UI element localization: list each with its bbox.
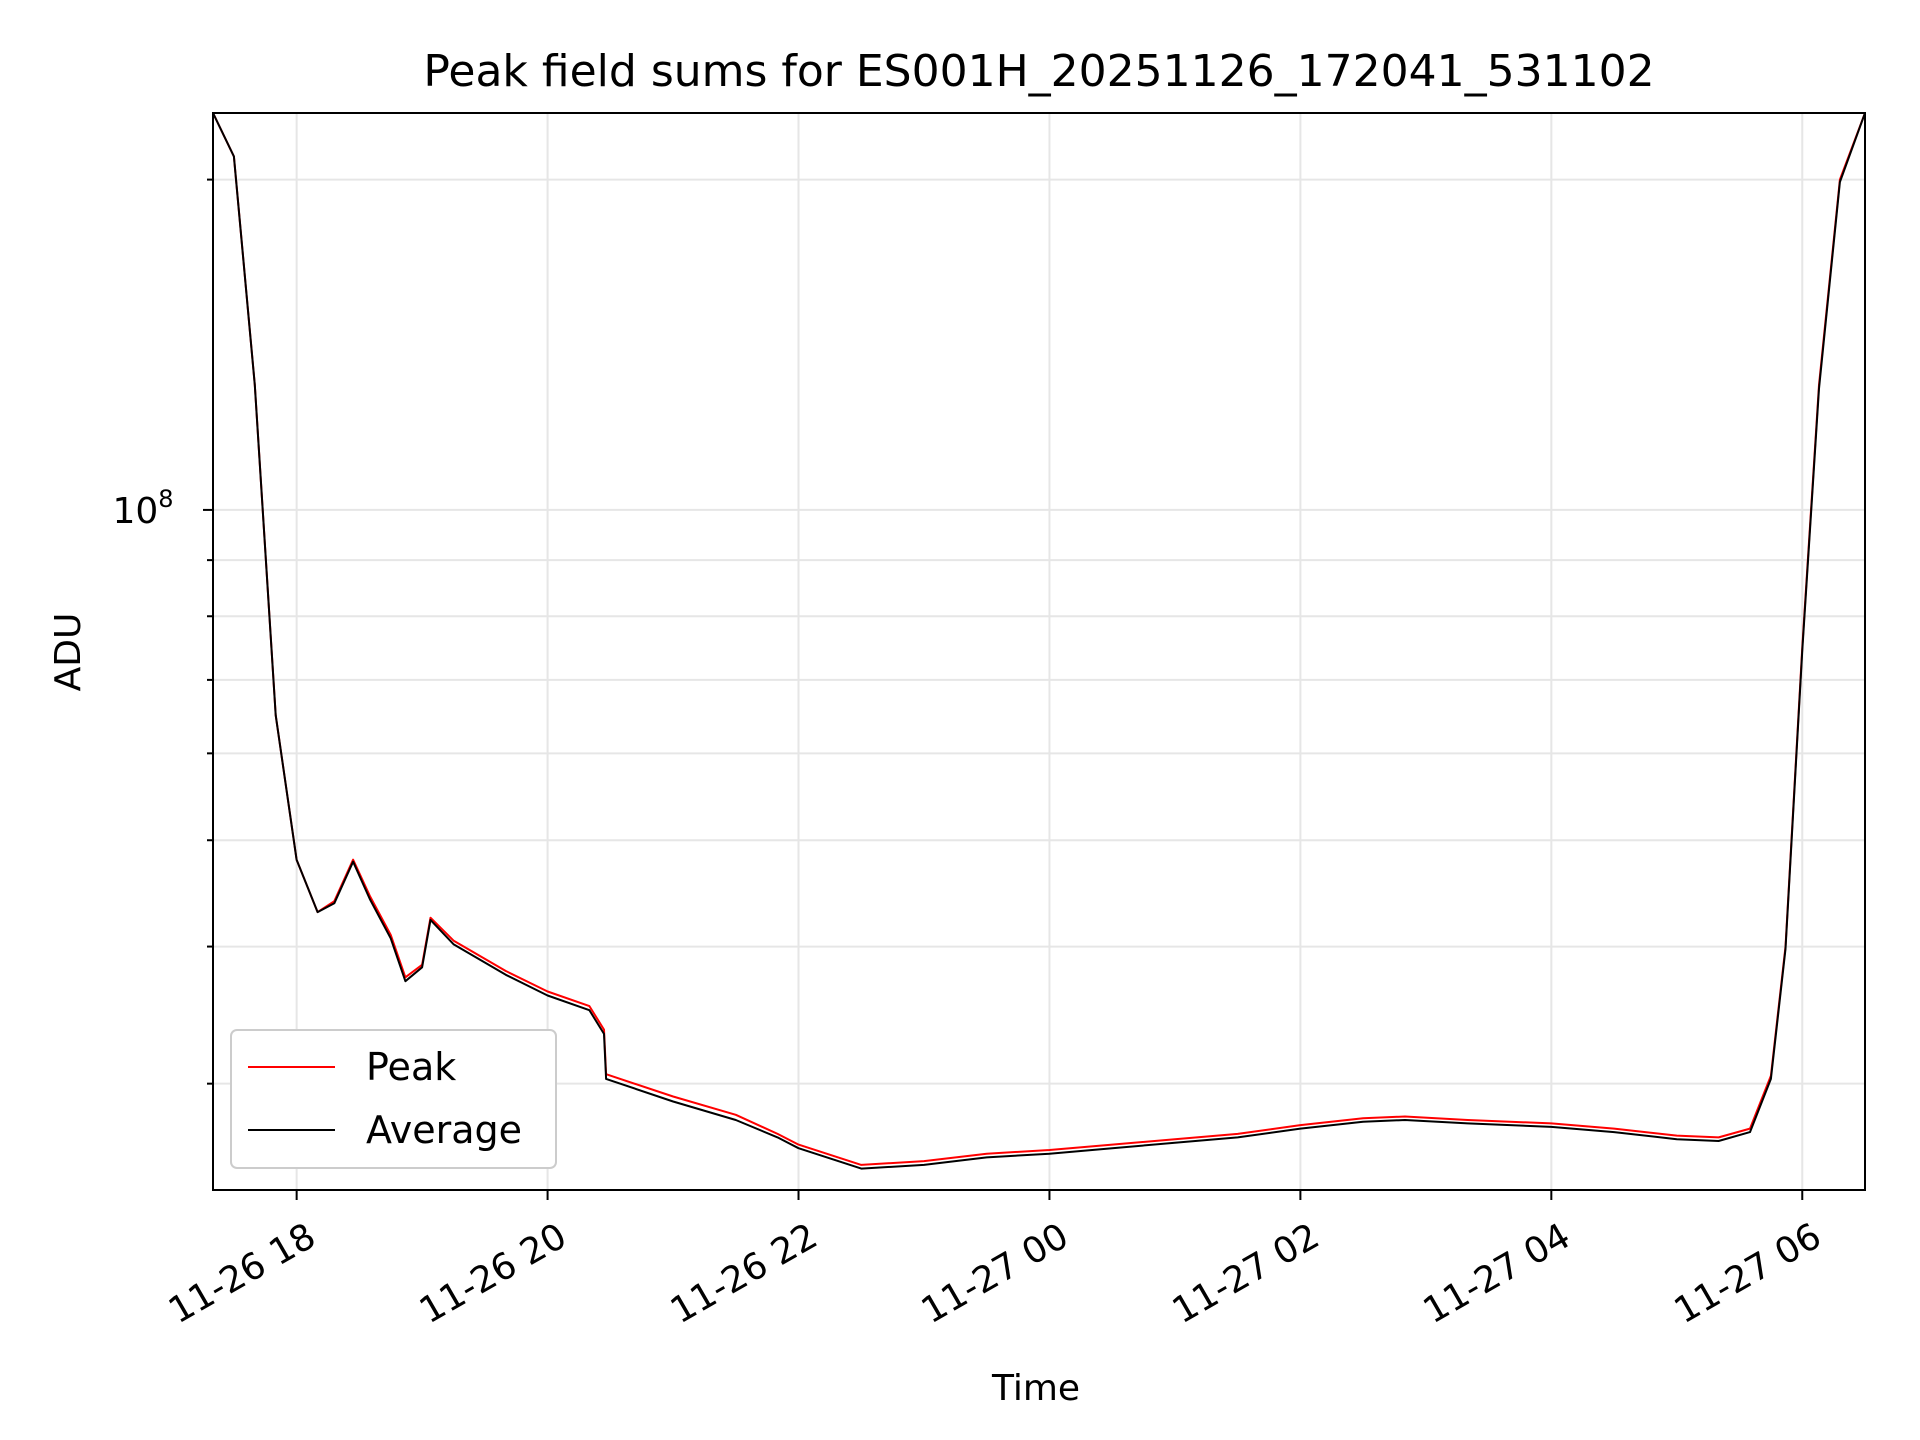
chart-title: Peak field sums for ES001H_20251126_1720… [423, 46, 1654, 97]
x-axis-label: Time [991, 1368, 1080, 1409]
legend-label-peak: Peak [366, 1045, 456, 1089]
y-major-tick-label: 108 [112, 485, 173, 532]
legend-box [230, 1029, 557, 1169]
series-line-average [213, 113, 1865, 1170]
legend-label-average: Average [366, 1108, 522, 1152]
series-lines [213, 113, 1865, 1170]
y-axis-label: ADU [48, 613, 89, 692]
legend: Peak Average [230, 1029, 557, 1169]
plot-frame [212, 112, 1866, 1191]
